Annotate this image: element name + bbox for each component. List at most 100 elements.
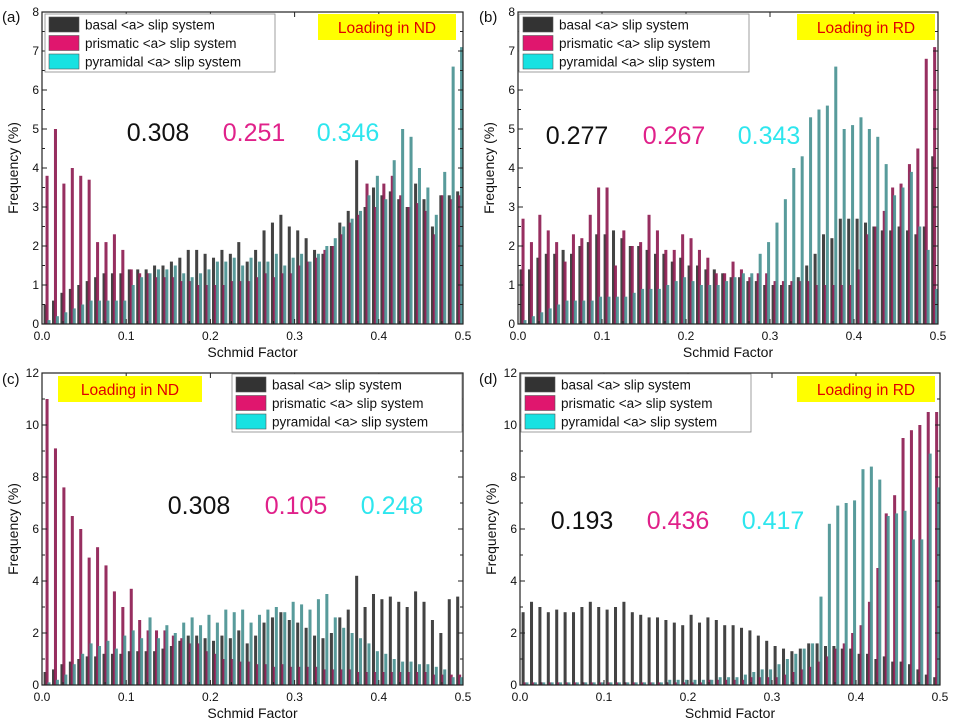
prismatic-bar (357, 214, 361, 324)
x-tick-label: 0.2 (202, 690, 219, 704)
pyramidal-bar (165, 625, 169, 685)
basal-bar (580, 607, 584, 685)
prismatic-bar (615, 682, 619, 685)
prismatic-bar (624, 682, 628, 685)
pyramidal-bar (741, 273, 745, 324)
basal-bar (279, 612, 283, 685)
pyramidal-bar (384, 653, 388, 685)
prismatic-bar (449, 674, 453, 685)
basal-bar (723, 625, 727, 685)
pyramidal-bar (241, 609, 245, 685)
pyramidal-mean-annotation: 0.343 (738, 122, 801, 150)
pyramidal-bar (895, 513, 899, 685)
prismatic-bar (314, 257, 319, 324)
basal-bar (338, 222, 342, 324)
basal-bar (519, 269, 523, 324)
basal-bar (528, 269, 532, 324)
pyramidal-bar (676, 679, 680, 685)
prismatic-bar (840, 285, 844, 324)
prismatic-bar (655, 230, 659, 324)
basal-bar (52, 669, 56, 685)
prismatic-bar (432, 234, 436, 324)
prismatic-bar (557, 682, 561, 685)
basal-bar (363, 207, 367, 324)
prismatic-bar (180, 281, 184, 324)
basal-legend-label: basal <a> slip system (85, 18, 215, 33)
basal-bar (254, 249, 258, 324)
pyramidal-bar (308, 609, 312, 685)
pyramidal-bar (241, 265, 245, 324)
pyramidal-bar (350, 633, 354, 685)
pyramidal-bar (668, 679, 672, 685)
pyramidal-bar (827, 523, 831, 685)
basal-bar (430, 620, 434, 685)
pyramidal-bar (777, 664, 781, 685)
pyramidal-bar (853, 500, 857, 685)
basal-bar (136, 269, 140, 324)
pyramidal-bar (533, 682, 537, 685)
prismatic-legend-swatch (235, 395, 267, 411)
basal-bar (110, 653, 114, 685)
prismatic-bar (590, 682, 594, 685)
pyramidal-mean-annotation: 0.248 (361, 492, 424, 520)
pyramidal-bar (615, 296, 619, 324)
prismatic-bar (565, 682, 569, 685)
prismatic-bar (723, 273, 727, 324)
prismatic-bar (306, 261, 310, 324)
prismatic-bar (239, 281, 243, 324)
basal-bar (237, 630, 241, 685)
y-tick-label: 10 (504, 418, 518, 432)
pyramidal-bar (920, 539, 924, 685)
pyramidal-bar (165, 269, 169, 324)
prismatic-bar (933, 47, 937, 324)
basal-bar (397, 601, 401, 685)
pyramidal-bar (207, 614, 211, 685)
x-tick-label: 0.3 (762, 329, 779, 343)
pyramidal-bar (460, 677, 464, 685)
pyramidal-bar (811, 643, 815, 685)
pyramidal-bar (643, 682, 647, 685)
basal-bar (220, 635, 224, 685)
prismatic-bar (247, 281, 251, 324)
prismatic-bar (62, 183, 66, 324)
pyramidal-bar (55, 316, 59, 324)
prismatic-bar (407, 672, 411, 685)
basal-bar (228, 253, 232, 324)
basal-bar (43, 304, 47, 324)
pyramidal-bar (851, 125, 855, 324)
prismatic-bar (901, 438, 905, 685)
pyramidal-bar (443, 171, 447, 324)
x-tick-label: 0.2 (202, 329, 219, 343)
prismatic-bar (264, 273, 268, 324)
prismatic-bar (689, 238, 693, 324)
pyramidal-bar (691, 281, 695, 324)
prismatic-bar (867, 601, 871, 685)
pyramidal-bar (836, 505, 840, 685)
basal-bar (763, 285, 767, 324)
pyramidal-bar (769, 669, 773, 685)
pyramidal-legend-label: pyramidal <a> slip system (85, 55, 241, 70)
basal-bar (102, 273, 106, 324)
prismatic-bar (882, 210, 886, 324)
prismatic-bar (163, 277, 167, 324)
pyramidal-bar (375, 651, 379, 685)
basal-bar (447, 599, 451, 685)
basal-bar (110, 273, 114, 324)
basal-bar (563, 612, 567, 685)
prismatic-bar (112, 591, 116, 685)
pyramidal-bar (928, 453, 932, 685)
pyramidal-bar (123, 635, 127, 685)
prismatic-bar (79, 175, 83, 324)
prismatic-bar (523, 682, 527, 685)
basal-bar (603, 234, 607, 324)
prismatic-bar (112, 234, 116, 324)
y-tick-label: 8 (32, 470, 39, 484)
prismatic-bar (926, 412, 930, 685)
pyramidal-bar (123, 300, 127, 324)
prismatic-bar (407, 207, 411, 324)
basal-bar (622, 601, 626, 685)
basal-bar (790, 651, 794, 685)
pyramidal-bar (659, 682, 663, 685)
basal-bar (414, 591, 418, 685)
prismatic-bar (138, 620, 142, 685)
